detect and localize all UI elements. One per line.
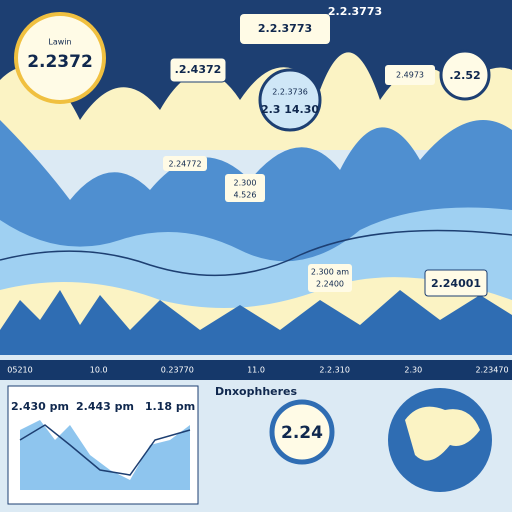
- lower-right-card: [424, 269, 488, 297]
- main-badge: [14, 12, 106, 104]
- globe-land: [405, 406, 480, 461]
- mid-value: 2.300: [234, 179, 257, 188]
- ticker-item: 2.30: [404, 366, 422, 375]
- badge-value: 2.2372: [27, 52, 93, 72]
- center-value: 2.3 14.30: [261, 103, 319, 116]
- ticker-item: 2.2.310: [319, 366, 350, 375]
- volume-area: [0, 290, 512, 355]
- ticker-item: 11.0: [247, 366, 265, 375]
- ticker-item: 2.23470: [475, 366, 508, 375]
- right-card: [385, 65, 435, 85]
- mid-left-card: [163, 156, 207, 171]
- left-card: [169, 57, 227, 83]
- lower-value: 2.300 am: [311, 268, 349, 277]
- ticker-item: 05210: [7, 366, 32, 375]
- gauge-value: 2.24: [281, 423, 323, 443]
- mid-value: 4.526: [234, 191, 257, 200]
- gauge: [269, 399, 335, 465]
- mini-line: [19, 424, 191, 476]
- time-label: 2.443 pm: [76, 400, 134, 413]
- lower-card: [308, 264, 352, 292]
- panel-heading: Dnxophheres: [215, 385, 297, 398]
- right-value: 2.4973: [396, 71, 424, 80]
- top-right-value: 2.2.3773: [328, 5, 382, 18]
- wave-cream: [0, 52, 512, 151]
- time-label: 2.430 pm: [11, 400, 69, 413]
- mini-chart: [20, 420, 190, 490]
- ticker: 05210 10.0 0.23770 11.0 2.2.310 2.30 2.23470: [7, 366, 508, 375]
- top-value: 2.2.3773: [258, 22, 312, 35]
- ticker-item: 0.23770: [161, 366, 194, 375]
- time-label: 1.18 pm: [145, 400, 195, 413]
- mid-left-value: 2.24772: [168, 160, 201, 169]
- left-value: .2.4372: [175, 63, 222, 76]
- lower-right-value: 2.24001: [431, 277, 481, 290]
- far-right-badge: [439, 49, 491, 101]
- trend-line: [0, 229, 512, 277]
- badge-caption: Lawin: [48, 38, 71, 47]
- top-card: [240, 14, 330, 44]
- ticker-bar: [0, 360, 512, 380]
- lower-value: 2.2400: [316, 280, 344, 289]
- center-badge: [258, 68, 322, 132]
- center-value: 2.2.3736: [272, 88, 308, 97]
- times: 2.430 pm 2.443 pm 1.18 pm: [11, 400, 195, 413]
- ticker-item: 10.0: [90, 366, 108, 375]
- mid-card: [225, 174, 265, 202]
- far-right-value: .2.52: [449, 69, 480, 82]
